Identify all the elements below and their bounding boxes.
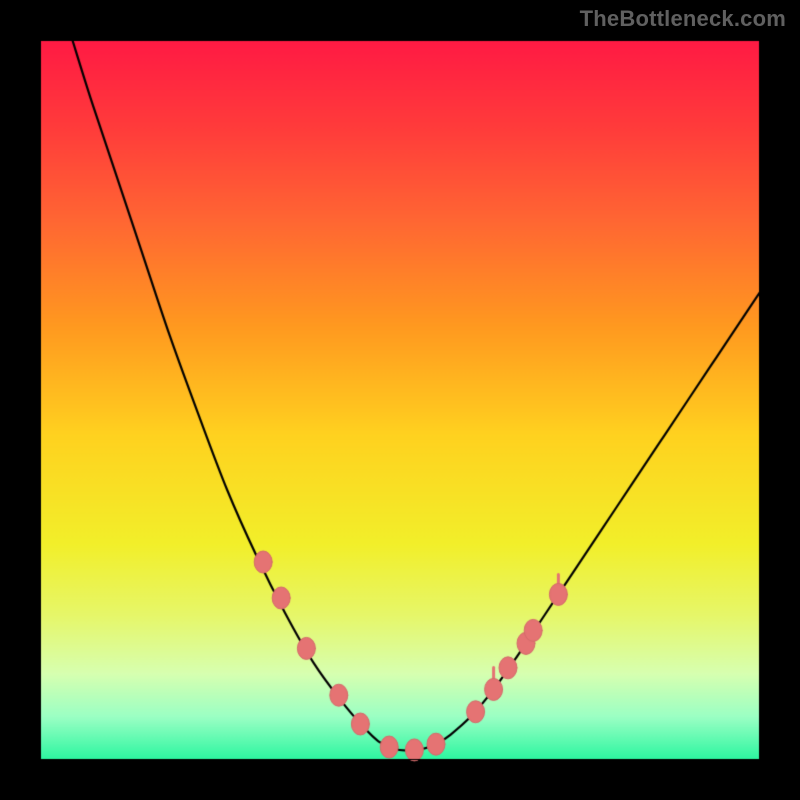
bottleneck-chart-canvas	[0, 0, 800, 800]
chart-container: TheBottleneck.com	[0, 0, 800, 800]
watermark-text: TheBottleneck.com	[580, 6, 786, 32]
